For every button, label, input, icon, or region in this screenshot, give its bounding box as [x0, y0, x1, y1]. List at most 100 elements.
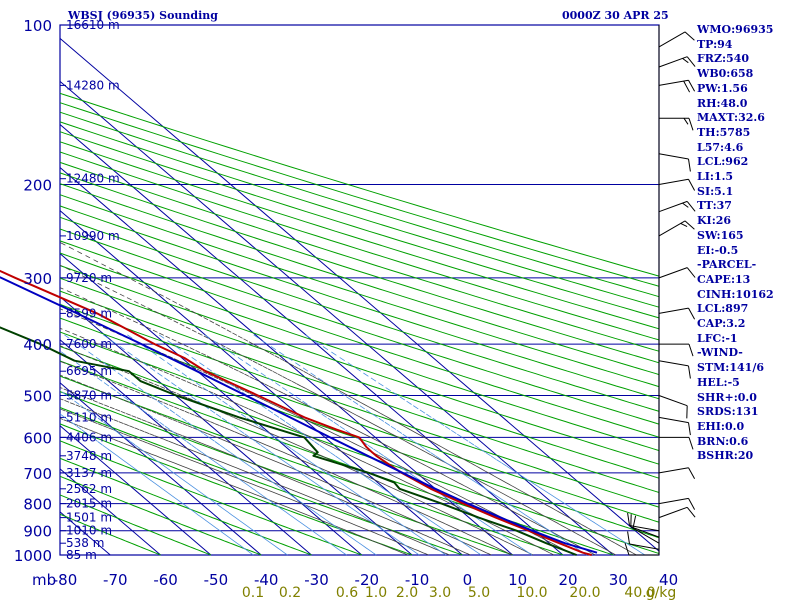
sounding-index: WMO:96935 — [697, 23, 774, 36]
pressure-tick-label: 1000 — [14, 547, 52, 565]
sounding-index: CAP:3.2 — [697, 317, 746, 331]
sounding-index: TT:37 — [697, 199, 732, 213]
moist-adiabat — [59, 264, 617, 556]
moist-adiabat — [59, 417, 408, 556]
temperature-tick-label: 30 — [609, 571, 628, 589]
wind-barb-flag — [688, 422, 691, 436]
sounding-index: -PARCEL- — [697, 258, 757, 272]
sounding-index: TH:5785 — [697, 125, 751, 139]
mixing-ratio-label: 10.0 — [516, 585, 547, 600]
sounding-index: L57:4.6 — [697, 140, 744, 154]
isotherm — [59, 253, 413, 556]
wind-barb-shaft — [658, 220, 686, 237]
wind-barb-flag — [688, 343, 694, 357]
parcel-trace — [0, 276, 598, 554]
mixing-ratio-label: 0.2 — [279, 585, 301, 600]
dry-adiabat — [59, 151, 660, 341]
sounding-traces — [0, 269, 598, 556]
isotherm — [59, 339, 312, 556]
wind-barb-flag — [627, 512, 630, 526]
wind-barb-flag — [686, 201, 696, 212]
isotherm — [59, 38, 660, 552]
wind-barb-flag — [688, 179, 696, 191]
dry-adiabat — [59, 290, 660, 493]
mixing-ratio-line — [59, 350, 347, 556]
wind-barb-flag — [624, 542, 630, 556]
moist-adiabat — [59, 287, 596, 556]
mixing-ratio-label: 1.0 — [365, 585, 387, 600]
dry-adiabat — [59, 303, 660, 508]
height-label: 1010 m — [66, 524, 112, 538]
temperature-tick-label: -10 — [405, 571, 430, 589]
height-label: 5870 m — [66, 389, 112, 403]
height-label: 9720 m — [66, 271, 112, 285]
temperature-tick-label: -20 — [355, 571, 380, 589]
pressure-tick-label: 500 — [23, 388, 52, 406]
dry-adiabat — [59, 183, 660, 376]
height-label: 16610 m — [66, 18, 120, 32]
sounding-index: HEL:-5 — [697, 375, 740, 389]
wind-barb-shaft — [632, 527, 660, 544]
dewpoint-trace — [0, 326, 577, 556]
isotherm — [59, 296, 363, 556]
mixing-ratio-label: 5.0 — [468, 585, 490, 600]
sounding-index: LFC:-1 — [697, 331, 738, 345]
height-label: 2562 m — [66, 482, 112, 496]
height-label: 6695 m — [66, 364, 112, 378]
sounding-index: EHI:0.0 — [697, 419, 745, 433]
dry-adiabat — [59, 457, 312, 556]
sounding-index: CINH:10162 — [697, 287, 774, 301]
mixing-ratio-label: 3.0 — [429, 585, 451, 600]
mixing-ratio-lines — [59, 331, 646, 556]
dry-adiabat — [59, 121, 660, 308]
mixing-ratio-label: g/kg — [646, 585, 677, 600]
moist-adiabat — [59, 374, 492, 556]
sounding-time: 0000Z 30 APR 25 — [562, 9, 669, 22]
pressure-tick-label: 800 — [23, 496, 52, 514]
wind-barb-shaft — [658, 506, 688, 519]
sounding-index: EI:-0.5 — [697, 243, 739, 257]
sounding-index: PW:1.56 — [697, 81, 748, 95]
dry-adiabat — [59, 407, 463, 556]
dry-adiabat — [59, 375, 564, 556]
height-label: 8599 m — [66, 306, 112, 320]
height-label: 85 m — [66, 548, 97, 562]
wind-barb-flag — [686, 506, 696, 518]
height-label: 5110 m — [66, 410, 112, 424]
sounding-index: LCL:897 — [697, 302, 749, 316]
isotherm — [59, 511, 111, 556]
height-label: 4406 m — [66, 430, 112, 444]
dry-adiabat — [59, 92, 660, 277]
sounding-index: TP:94 — [697, 37, 733, 51]
isotherm — [59, 81, 614, 556]
wind-barb-shaft — [658, 416, 689, 424]
height-label: 1501 m — [66, 511, 112, 525]
moist-adiabat — [59, 360, 513, 556]
wind-barb-flag — [686, 56, 696, 67]
wind-barb-flag — [682, 202, 689, 208]
sounding-index: KI:26 — [697, 214, 732, 228]
pressure-tick-label: 300 — [23, 270, 52, 288]
height-label: 538 m — [66, 536, 104, 550]
temperature-tick-label: -30 — [304, 571, 329, 589]
axis-unit-label: mb — [32, 571, 56, 589]
sounding-index: LI:1.5 — [697, 170, 734, 184]
wind-barb-flag — [682, 57, 689, 64]
sounding-index: WB0:658 — [697, 67, 754, 81]
mixing-ratio-line — [249, 331, 588, 556]
temperature-tick-label: -60 — [153, 571, 178, 589]
dry-adiabat — [59, 102, 660, 287]
wind-barb-shaft — [658, 467, 689, 474]
station-title: WBSJ (96935) Sounding — [68, 9, 218, 22]
wind-barb-flag — [688, 158, 691, 172]
height-label: 12480 m — [66, 172, 120, 186]
wind-barb-flag — [627, 531, 630, 545]
height-label: 10990 m — [66, 229, 120, 243]
mixing-ratio-line — [155, 331, 482, 556]
sounding-index: LCL:962 — [697, 155, 749, 169]
pressure-tick-label: 700 — [23, 465, 52, 483]
moist-adiabat — [59, 242, 637, 556]
wind-barb-shaft — [629, 543, 660, 550]
wind-barb-flag — [688, 79, 696, 92]
